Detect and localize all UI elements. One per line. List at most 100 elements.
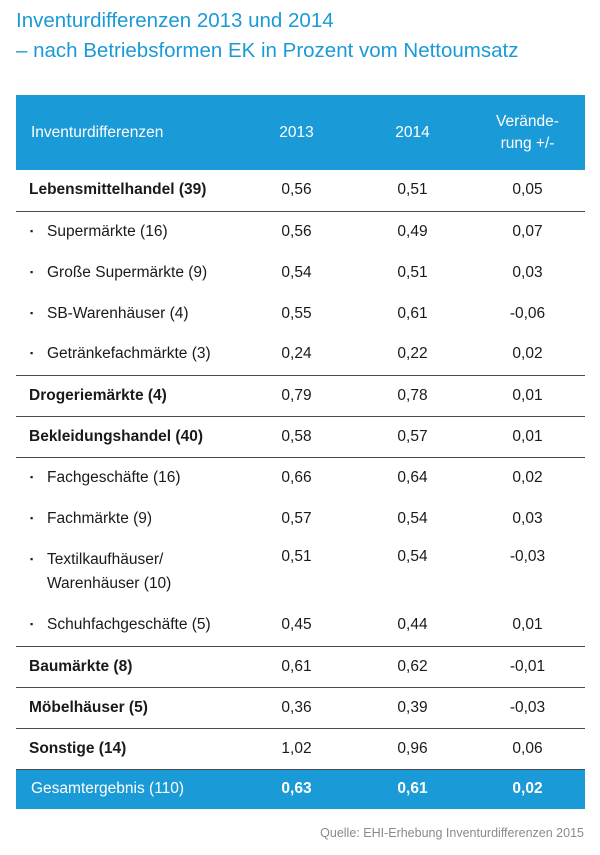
- table-row: ▪ SB-Warenhäuser (4) 0,55 0,61 -0,06: [16, 293, 585, 334]
- row-label: Möbelhäuser (5): [16, 687, 238, 729]
- value-2013: 0,57: [281, 509, 312, 527]
- bullet-icon: ▪: [30, 348, 34, 359]
- row-label-cell: ▪ Fachgeschäfte (16): [16, 457, 238, 498]
- row-label: Drogeriemärkte (4): [16, 375, 238, 417]
- value-change: -0,03: [509, 548, 546, 565]
- total-2013: 0,63: [281, 780, 312, 798]
- header-2014: 2014: [395, 123, 430, 141]
- value-change: 0,03: [512, 263, 543, 281]
- value-2014: 0,62: [355, 646, 470, 688]
- row-label: SB-Warenhäuser (4): [47, 304, 189, 322]
- value-2014: 0,57: [355, 416, 470, 458]
- row-label: Textilkaufhäuser/Warenhäuser (10): [47, 548, 171, 596]
- table-row: Sonstige (14) 1,02 0,96 0,06: [16, 728, 585, 770]
- value-2013: 0,45: [238, 605, 355, 647]
- value-2013: 0,54: [281, 263, 312, 281]
- total-row: Gesamtergebnis (110) 0,63 0,61 0,02: [16, 769, 585, 809]
- value-change: -0,03: [470, 687, 585, 729]
- value-change: 0,01: [470, 416, 585, 458]
- value-2014: 0,51: [355, 170, 470, 212]
- table-row: ▪ Schuhfachgeschäfte (5) 0,45 0,44 0,01: [16, 605, 585, 647]
- value-2013: 0,58: [238, 416, 355, 458]
- row-label: Lebensmittelhandel (39): [16, 170, 238, 212]
- table-row: ▪ Fachgeschäfte (16) 0,66 0,64 0,02: [16, 457, 585, 498]
- table-row: Bekleidungshandel (40) 0,58 0,57 0,01: [16, 416, 585, 458]
- row-label-line-1: Textilkaufhäuser/: [47, 551, 164, 568]
- row-label: Bekleidungshandel (40): [16, 416, 238, 458]
- bullet-icon: ▪: [30, 512, 34, 523]
- value-2014: 0,51: [397, 263, 428, 281]
- row-label: Supermärkte (16): [47, 222, 168, 240]
- row-label-cell: ▪ Getränkefachmärkte (3): [16, 334, 238, 376]
- table-row: Lebensmittelhandel (39) 0,56 0,51 0,05: [16, 170, 585, 212]
- value-change: 0,06: [470, 728, 585, 770]
- row-label: Schuhfachgeschäfte (5): [47, 616, 211, 634]
- bullet-icon: ▪: [30, 619, 34, 630]
- value-2013: 0,79: [238, 375, 355, 417]
- row-label-line-2: Warenhäuser (10): [47, 575, 172, 592]
- value-2014: 0,61: [397, 304, 428, 322]
- value-2013: 0,56: [238, 170, 355, 212]
- bullet-icon: ▪: [30, 554, 34, 564]
- row-label: Baumärkte (8): [16, 646, 238, 688]
- value-2013: 0,24: [238, 334, 355, 376]
- value-2014: 0,49: [397, 222, 428, 240]
- row-label-cell: ▪ Supermärkte (16): [16, 211, 238, 252]
- value-2013: 0,55: [281, 304, 312, 322]
- value-2013: 1,02: [238, 728, 355, 770]
- table-header-row: Inventurdifferenzen 2013 2014 Verände- r…: [16, 95, 585, 170]
- value-2013: 0,36: [238, 687, 355, 729]
- value-2014: 0,22: [355, 334, 470, 376]
- value-2014: 0,44: [355, 605, 470, 647]
- row-label: Fachgeschäfte (16): [47, 468, 181, 486]
- header-2013: 2013: [279, 123, 314, 141]
- value-change: 0,02: [470, 334, 585, 376]
- value-2014: 0,78: [355, 375, 470, 417]
- table-row: ▪ Supermärkte (16) 0,56 0,49 0,07: [16, 211, 585, 252]
- title-line-2: – nach Betriebsformen EK in Prozent vom …: [16, 39, 519, 62]
- chart-title: Inventurdifferenzen 2013 und 2014 – nach…: [16, 6, 518, 66]
- value-2013: 0,61: [238, 646, 355, 688]
- row-label: Fachmärkte (9): [47, 509, 153, 527]
- total-change: 0,02: [512, 780, 543, 798]
- value-2014: 0,96: [355, 728, 470, 770]
- table-row: ▪ Textilkaufhäuser/Warenhäuser (10) 0,51 0,…: [16, 539, 585, 605]
- title-line-1: Inventurdifferenzen 2013 und 2014: [16, 9, 334, 32]
- value-change: -0,06: [509, 304, 546, 322]
- value-change: -0,01: [470, 646, 585, 688]
- row-label: Sonstige (14): [16, 728, 238, 770]
- value-2013: 0,56: [281, 222, 312, 240]
- total-2014: 0,61: [397, 780, 428, 798]
- value-2014: 0,39: [355, 687, 470, 729]
- value-2013: 0,66: [281, 468, 312, 486]
- table-row: Baumärkte (8) 0,61 0,62 -0,01: [16, 646, 585, 688]
- row-label-cell: ▪ SB-Warenhäuser (4): [16, 293, 238, 334]
- value-change: 0,02: [512, 468, 543, 486]
- row-label-cell: ▪ Textilkaufhäuser/Warenhäuser (10): [16, 539, 238, 605]
- row-label-cell: ▪ Fachmärkte (9): [16, 498, 238, 539]
- value-change: 0,07: [512, 222, 543, 240]
- table-row: Drogeriemärkte (4) 0,79 0,78 0,01: [16, 375, 585, 417]
- value-change: 0,01: [470, 605, 585, 647]
- row-label-cell: ▪ Schuhfachgeschäfte (5): [16, 605, 238, 647]
- value-change: 0,01: [470, 375, 585, 417]
- bullet-icon: ▪: [30, 471, 34, 482]
- value-2013: 0,51: [281, 548, 312, 565]
- header-change-line-2: rung +/-: [500, 134, 555, 152]
- table-row: ▪ Große Supermärkte (9) 0,54 0,51 0,03: [16, 252, 585, 293]
- total-label: Gesamtergebnis (110): [31, 780, 185, 798]
- header-change-line-1: Verände-: [496, 112, 559, 130]
- value-change: 0,03: [512, 509, 543, 527]
- row-label-cell: ▪ Große Supermärkte (9): [16, 252, 238, 293]
- table-row: ▪ Getränkefachmärkte (3) 0,24 0,22 0,02: [16, 334, 585, 376]
- inventory-difference-table: Inventurdifferenzen 2013 2014 Verände- r…: [16, 95, 585, 809]
- header-category: Inventurdifferenzen: [31, 123, 164, 141]
- row-label: Getränkefachmärkte (3): [47, 345, 211, 363]
- bullet-icon: ▪: [30, 307, 34, 318]
- header-change: Verände- rung +/-: [470, 95, 585, 170]
- table-row: ▪ Fachmärkte (9) 0,57 0,54 0,03: [16, 498, 585, 539]
- value-2014: 0,54: [397, 548, 428, 565]
- bullet-icon: ▪: [30, 225, 34, 236]
- value-2014: 0,54: [397, 509, 428, 527]
- row-label: Große Supermärkte (9): [47, 263, 208, 281]
